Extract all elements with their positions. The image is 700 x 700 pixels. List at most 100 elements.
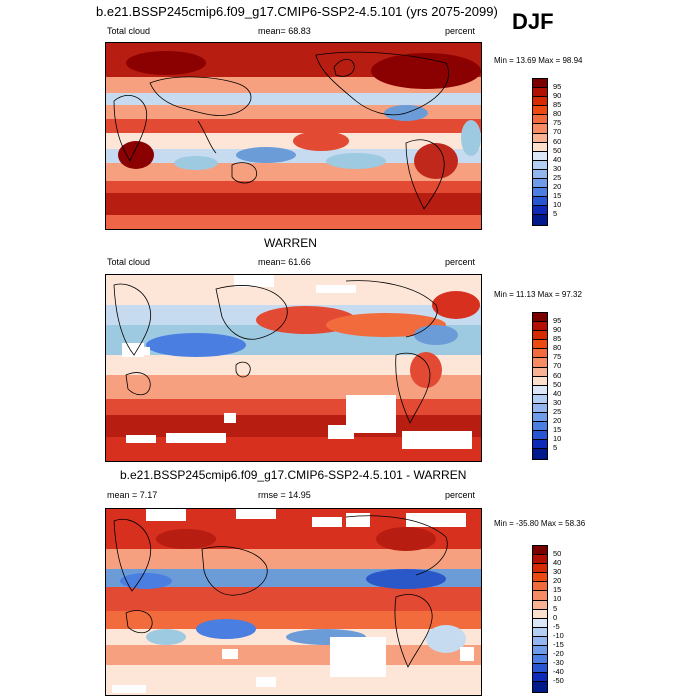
- colorbar-swatch: [533, 403, 547, 414]
- colorbar-tick: 80: [553, 343, 562, 352]
- colorbar-tick: 10: [553, 434, 562, 443]
- colorbar-swatch: [533, 618, 547, 628]
- panel1-mean-label: mean= 68.83: [258, 26, 311, 36]
- colorbar-swatch: [533, 179, 547, 189]
- panel1-colorbar: [532, 78, 548, 226]
- panel2-map-field: [106, 275, 481, 461]
- colorbar-swatch: [533, 79, 547, 89]
- colorbar-swatch: [533, 197, 547, 207]
- colorbar-tick: 15: [553, 191, 562, 200]
- colorbar-tick: 0: [553, 613, 558, 622]
- colorbar-swatch: [533, 331, 547, 341]
- colorbar-tick: 50: [553, 146, 562, 155]
- colorbar-tick: 40: [553, 558, 562, 567]
- colorbar-swatch: [533, 97, 547, 107]
- colorbar-swatch: [533, 555, 547, 565]
- colorbar-tick: 25: [553, 173, 562, 182]
- colorbar-tick: -30: [553, 658, 564, 667]
- colorbar-swatch: [533, 169, 547, 180]
- colorbar-swatch: [533, 591, 547, 601]
- colorbar-tick: 5: [553, 209, 558, 218]
- colorbar-tick: 30: [553, 164, 562, 173]
- colorbar-swatch: [533, 431, 547, 441]
- panel1-units-label: percent: [445, 26, 476, 36]
- panel1-map-field: [106, 43, 481, 229]
- colorbar-tick: 20: [553, 182, 562, 191]
- panel2-map: [105, 274, 482, 462]
- colorbar-swatch: [533, 385, 547, 395]
- colorbar-swatch: [533, 394, 547, 404]
- colorbar-swatch: [533, 115, 547, 125]
- panel3-mean-label: mean = 7.17: [107, 490, 158, 500]
- panel3-title: b.e21.BSSP245cmip6.f09_g17.CMIP6-SSP2-4.…: [120, 468, 467, 482]
- panel1-minmax-label: Min = 13.69 Max = 98.94: [494, 56, 583, 65]
- colorbar-tick: 15: [553, 585, 562, 594]
- colorbar-swatch: [533, 206, 547, 216]
- colorbar-tick: 85: [553, 100, 562, 109]
- panel2-title: WARREN: [264, 236, 317, 250]
- panel1-map: [105, 42, 482, 230]
- colorbar-tick: 5: [553, 604, 558, 613]
- panel3-colorbar: [532, 545, 548, 693]
- colorbar-swatch: [533, 627, 547, 637]
- colorbar-tick: -15: [553, 640, 564, 649]
- panel2-variable-label: Total cloud: [107, 257, 151, 267]
- season-label: DJF: [512, 9, 554, 34]
- panel3-rmse-label: rmse = 14.95: [258, 490, 311, 500]
- panel3-units-label: percent: [445, 490, 476, 500]
- colorbar-tick: 25: [553, 407, 562, 416]
- colorbar-tick: 20: [553, 416, 562, 425]
- colorbar-swatch: [533, 160, 547, 170]
- colorbar-swatch: [533, 358, 547, 368]
- colorbar-tick: -20: [553, 649, 564, 658]
- colorbar-tick: 80: [553, 109, 562, 118]
- colorbar-tick: -5: [553, 622, 560, 631]
- colorbar-swatch: [533, 367, 547, 377]
- panel3-map: [105, 508, 482, 696]
- colorbar-swatch: [533, 106, 547, 116]
- colorbar-swatch: [533, 646, 547, 656]
- colorbar-swatch: [533, 573, 547, 583]
- colorbar-tick: 10: [553, 200, 562, 209]
- colorbar-swatch: [533, 88, 547, 98]
- panel2-mean-label: mean= 61.66: [258, 257, 311, 267]
- colorbar-tick: 70: [553, 361, 562, 370]
- colorbar-tick: -40: [553, 667, 564, 676]
- main-title: b.e21.BSSP245cmip6.f09_g17.CMIP6-SSP2-4.…: [96, 4, 498, 19]
- colorbar-swatch: [533, 449, 547, 459]
- colorbar-tick: 95: [553, 316, 562, 325]
- colorbar-swatch: [533, 142, 547, 152]
- colorbar-tick: 85: [553, 334, 562, 343]
- colorbar-swatch: [533, 600, 547, 610]
- colorbar-tick: 50: [553, 549, 562, 558]
- colorbar-swatch: [533, 655, 547, 665]
- colorbar-tick: 10: [553, 594, 562, 603]
- colorbar-swatch: [533, 322, 547, 332]
- colorbar-tick: 70: [553, 127, 562, 136]
- colorbar-swatch: [533, 546, 547, 556]
- colorbar-swatch: [533, 440, 547, 450]
- colorbar-swatch: [533, 188, 547, 198]
- colorbar-tick: -50: [553, 676, 564, 685]
- colorbar-swatch: [533, 124, 547, 134]
- colorbar-swatch: [533, 664, 547, 674]
- colorbar-swatch: [533, 151, 547, 161]
- colorbar-swatch: [533, 582, 547, 592]
- colorbar-tick: 30: [553, 567, 562, 576]
- colorbar-tick: 95: [553, 82, 562, 91]
- panel3-map-field: [106, 509, 481, 695]
- colorbar-tick: 20: [553, 576, 562, 585]
- colorbar-swatch: [533, 313, 547, 323]
- colorbar-tick: 60: [553, 137, 562, 146]
- colorbar-tick: 90: [553, 325, 562, 334]
- colorbar-tick: 15: [553, 425, 562, 434]
- colorbar-swatch: [533, 422, 547, 432]
- colorbar-swatch: [533, 349, 547, 359]
- colorbar-swatch: [533, 215, 547, 225]
- colorbar-tick: 75: [553, 118, 562, 127]
- colorbar-swatch: [533, 376, 547, 386]
- colorbar-tick: 40: [553, 155, 562, 164]
- colorbar-swatch: [533, 133, 547, 143]
- colorbar-swatch: [533, 673, 547, 683]
- colorbar-tick: -10: [553, 631, 564, 640]
